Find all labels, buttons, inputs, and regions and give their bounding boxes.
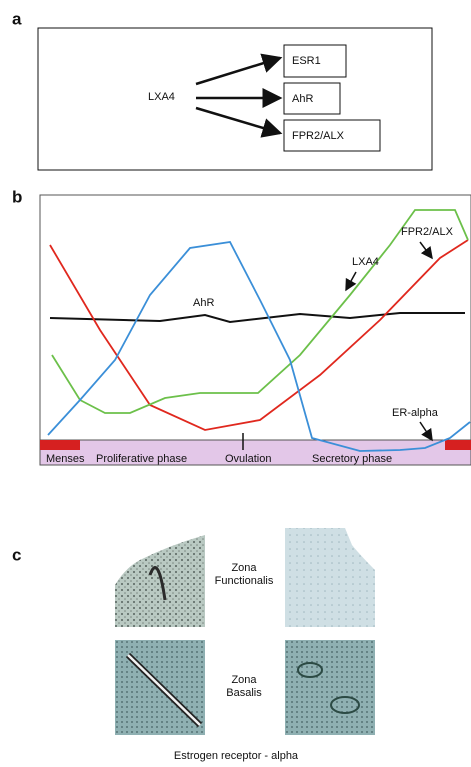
phase-label: Proliferative phase xyxy=(96,453,187,465)
row-label: Zona xyxy=(231,674,257,686)
phase-label: Secretory phase xyxy=(312,453,392,465)
pointer-arrow xyxy=(420,422,432,440)
row-label: Zona xyxy=(231,562,257,574)
panel-label: c xyxy=(12,545,21,564)
lxa4-curve xyxy=(52,210,468,413)
menses-block xyxy=(40,440,80,450)
target-label: AhR xyxy=(292,93,313,105)
target-label: ESR1 xyxy=(292,55,321,67)
arrow xyxy=(196,58,280,84)
figure: a LXA4 ESR1 AhR FPR2/ALX b Menses Prolif… xyxy=(0,0,471,767)
caption: Estrogen receptor - alpha xyxy=(174,750,299,762)
phase-label: Ovulation xyxy=(225,453,271,465)
curve-label: AhR xyxy=(193,297,214,309)
target-label: FPR2/ALX xyxy=(292,130,345,142)
row-label: Functionalis xyxy=(215,575,274,587)
ahr-curve xyxy=(50,313,465,322)
micrograph xyxy=(285,640,375,735)
row-label: Basalis xyxy=(226,687,262,699)
panel-label: b xyxy=(12,187,22,206)
fpr2-curve xyxy=(50,240,468,430)
arrow xyxy=(196,108,280,133)
source-node: LXA4 xyxy=(148,91,175,103)
curve-label: LXA4 xyxy=(352,256,379,268)
pointer-arrow xyxy=(346,272,356,290)
panel-label: a xyxy=(12,9,22,28)
curve-label: FPR2/ALX xyxy=(401,226,454,238)
menses-block xyxy=(445,440,471,450)
curve-label: ER-alpha xyxy=(392,407,439,419)
pointer-arrow xyxy=(420,242,432,258)
phase-label: Menses xyxy=(46,453,85,465)
